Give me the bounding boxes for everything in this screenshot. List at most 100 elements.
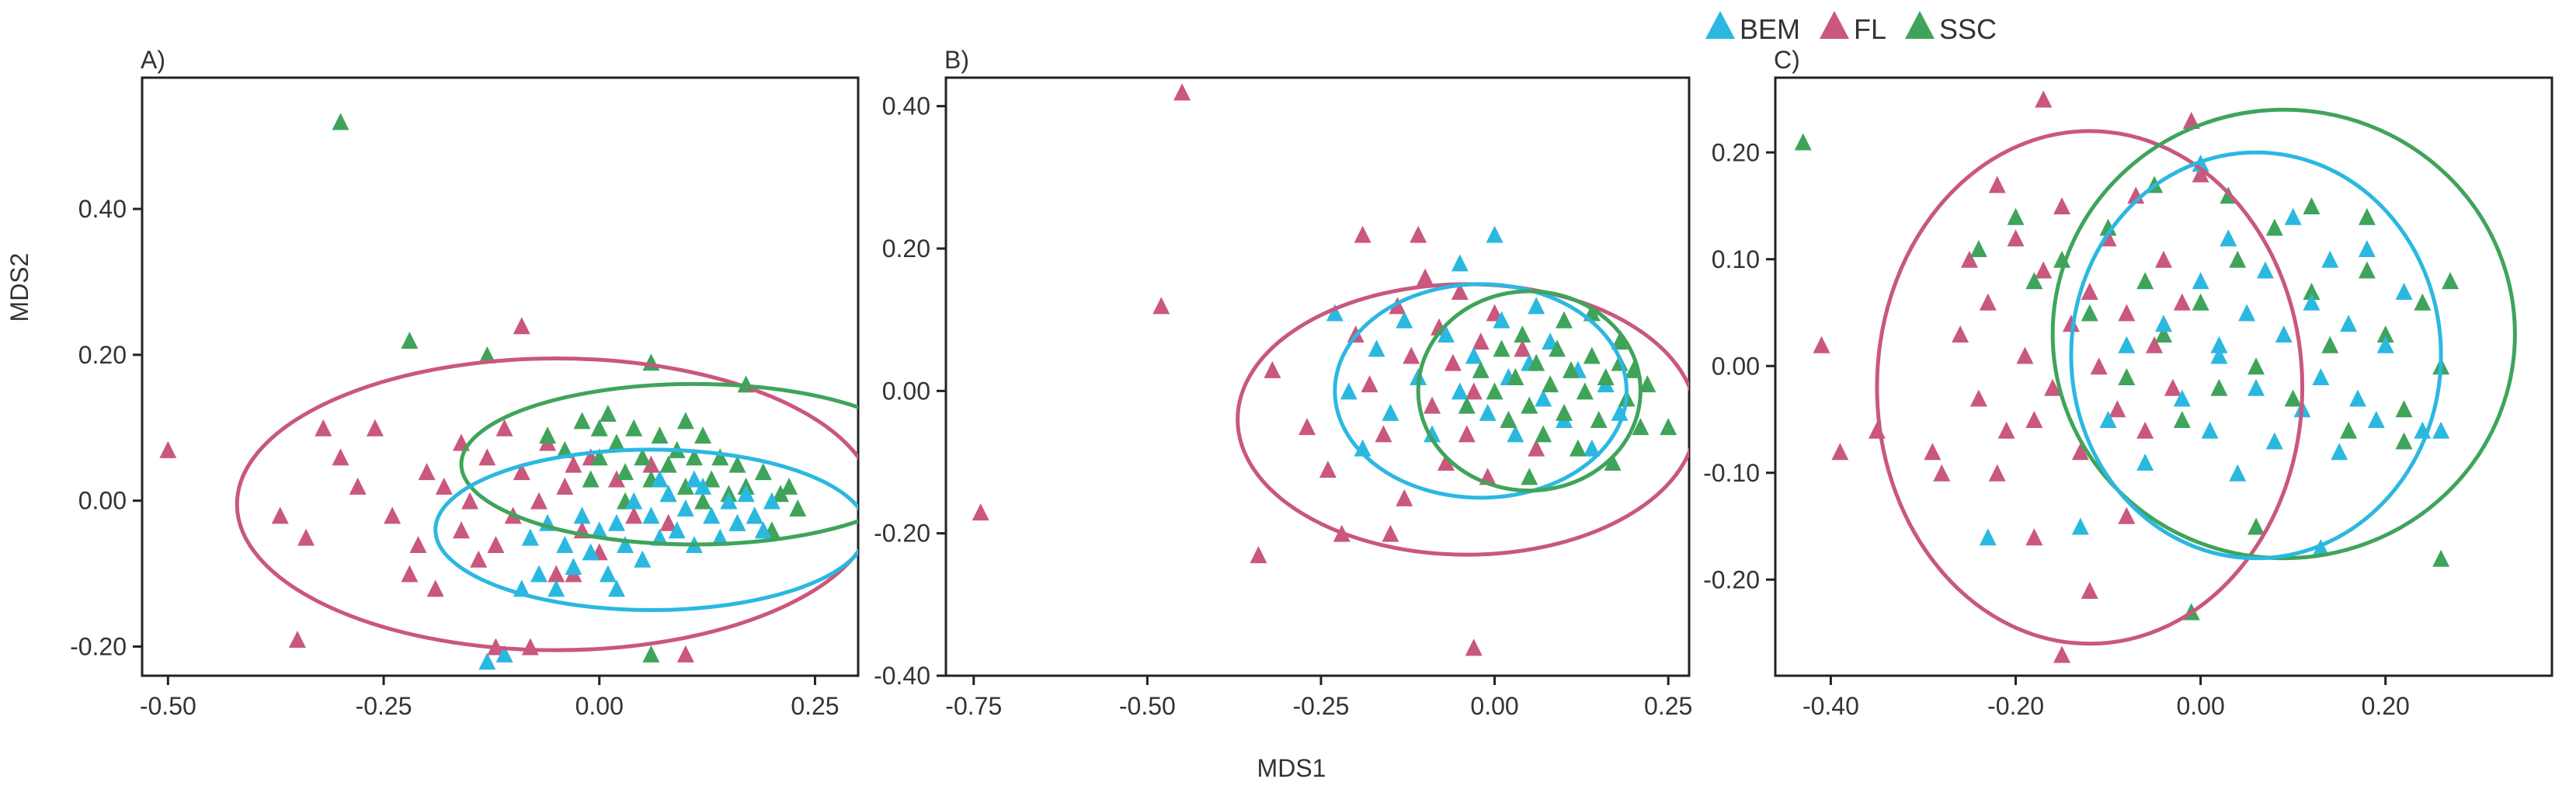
point-bem	[2340, 315, 2358, 332]
point-fl	[315, 419, 332, 436]
point-bem	[651, 470, 669, 488]
y-axis-label: MDS2	[5, 253, 33, 322]
point-fl	[1451, 283, 1469, 300]
x-tick-label: -0.75	[945, 692, 1002, 720]
point-ssc	[590, 419, 608, 436]
point-bem	[1535, 389, 1552, 407]
point-fl	[1173, 83, 1191, 101]
point-bem	[2312, 368, 2330, 385]
point-ssc	[1528, 353, 1545, 371]
point-fl	[1813, 336, 1830, 353]
point-fl	[642, 455, 660, 473]
point-bem	[1583, 439, 1601, 457]
point-ssc	[1569, 439, 1587, 457]
point-fl	[2136, 421, 2154, 439]
point-ssc	[2432, 549, 2450, 567]
ellipse-ssc	[459, 381, 858, 547]
point-ssc	[2358, 261, 2376, 279]
point-ssc	[1556, 403, 1573, 421]
point-bem	[1354, 439, 1371, 457]
point-bem	[1437, 325, 1455, 343]
point-bem	[1451, 382, 1469, 400]
point-fl	[521, 638, 539, 656]
point-fl	[548, 565, 565, 583]
point-fl	[1319, 461, 1337, 478]
point-fl	[1403, 346, 1420, 364]
point-ssc	[625, 419, 643, 436]
point-bem	[607, 513, 625, 531]
point-fl	[1933, 464, 1951, 482]
point-ssc	[1549, 339, 1566, 357]
point-bem	[2312, 539, 2330, 556]
point-ssc	[694, 426, 712, 444]
point-ssc	[1639, 375, 1656, 393]
point-bem	[746, 506, 763, 524]
plot-frame	[1774, 76, 2553, 677]
point-bem	[2192, 272, 2209, 290]
point-bem	[607, 579, 625, 597]
point-fl	[1389, 297, 1406, 315]
point-bem	[728, 513, 746, 531]
point-bem	[1979, 528, 1997, 546]
point-ssc	[651, 426, 669, 444]
point-ssc	[582, 470, 600, 488]
point-ssc	[2321, 336, 2339, 353]
point-bem	[478, 652, 496, 670]
point-ssc	[2376, 325, 2394, 343]
point-ssc	[1590, 411, 1608, 428]
point-fl	[435, 477, 453, 495]
plot-frame	[141, 76, 860, 677]
point-fl	[1264, 360, 1281, 378]
y-tick-label: 0.00	[1712, 352, 1760, 380]
point-fl	[2090, 357, 2108, 375]
point-bem	[565, 558, 582, 576]
point-fl	[565, 455, 582, 473]
point-fl	[2155, 250, 2172, 268]
point-fl	[2081, 283, 2098, 300]
legend: BEM FL SSC	[1705, 11, 1997, 45]
point-bem	[530, 565, 548, 583]
point-ssc	[2155, 325, 2172, 343]
point-fl	[1152, 297, 1170, 315]
point-bem	[1479, 403, 1497, 421]
point-ssc	[2118, 368, 2136, 385]
plot-frame	[944, 76, 1691, 677]
point-ssc	[2007, 207, 2025, 225]
point-fl	[297, 528, 315, 546]
point-bem	[2358, 240, 2376, 257]
point-fl	[453, 521, 471, 539]
point-fl	[2164, 378, 2181, 396]
x-tick-label: 0.00	[1470, 692, 1518, 720]
point-fl	[2016, 346, 2034, 364]
point-bem	[685, 470, 703, 488]
point-bem	[694, 477, 712, 495]
point-ssc	[789, 499, 807, 517]
point-fl	[513, 463, 530, 481]
point-bem	[2247, 378, 2265, 396]
point-ssc	[1969, 240, 1987, 257]
point-bem	[1382, 403, 1399, 421]
point-bem	[1486, 225, 1504, 243]
point-ssc	[2247, 357, 2265, 375]
point-bem	[2284, 207, 2302, 225]
point-fl	[409, 535, 427, 553]
point-ssc	[754, 463, 772, 481]
point-fl	[607, 470, 625, 488]
point-bem	[2367, 411, 2385, 428]
ellipse-fl	[235, 357, 858, 652]
point-bem	[2173, 389, 2191, 407]
x-tick-label: 0.00	[2176, 692, 2224, 720]
point-fl	[1465, 382, 1483, 400]
point-ssc	[642, 353, 660, 371]
point-ssc	[728, 455, 746, 473]
point-bem	[2376, 336, 2394, 353]
point-ssc	[478, 346, 496, 363]
point-fl	[2192, 165, 2209, 183]
point-bem	[521, 528, 539, 546]
point-fl	[2035, 90, 2053, 108]
point-fl	[2044, 378, 2062, 396]
point-ssc	[2247, 517, 2265, 535]
point-ssc	[676, 412, 694, 430]
y-tick-label: 0.40	[78, 195, 127, 223]
point-fl	[659, 513, 677, 531]
